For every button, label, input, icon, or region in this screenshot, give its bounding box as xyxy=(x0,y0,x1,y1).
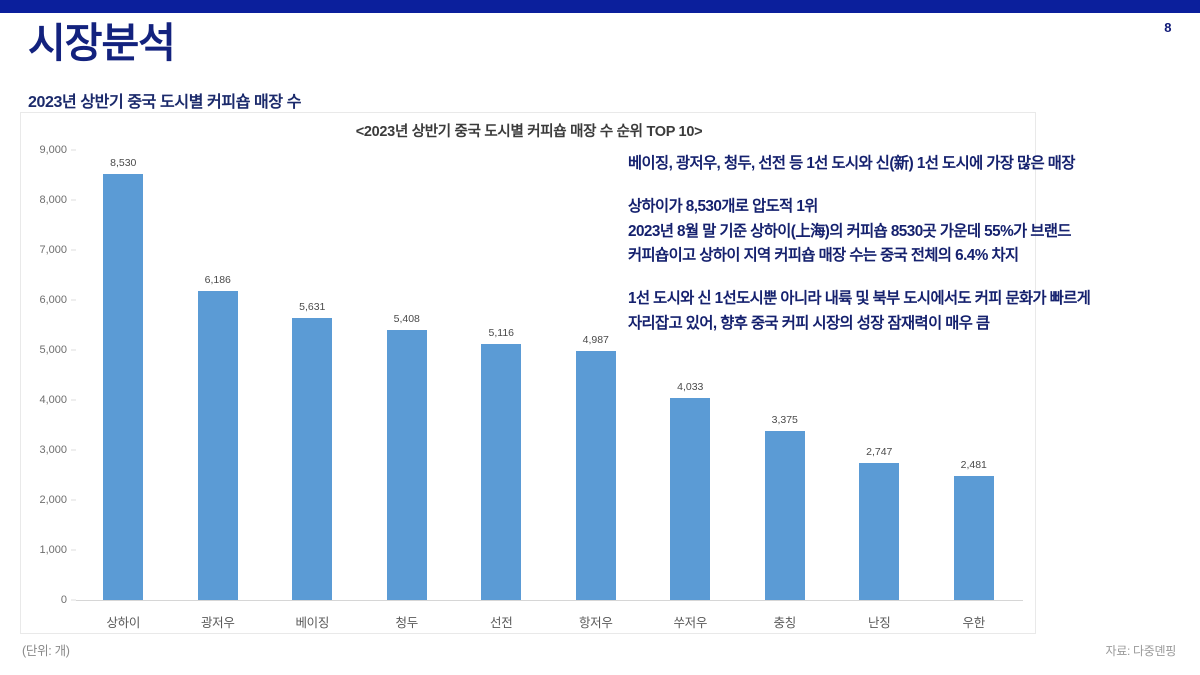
commentary-line: 1선 도시와 신 1선도시뿐 아니라 내륙 및 북부 도시에서도 커피 문화가 … xyxy=(628,290,1091,308)
chart-bar[interactable] xyxy=(481,344,522,600)
y-axis-tick-label: 8,000 xyxy=(39,194,67,206)
chart-bar-group[interactable]: 4,033 쑤저우 xyxy=(643,150,738,630)
y-axis-tick-mark xyxy=(71,249,76,251)
chart-bar-value-label: 6,186 xyxy=(204,273,231,286)
chart-bar-value-label: 5,116 xyxy=(488,327,515,340)
y-axis-tick-label: 3,000 xyxy=(39,444,67,456)
unit-note: (단위: 개) xyxy=(22,644,70,658)
chart-bar-value-label: 2,481 xyxy=(960,458,987,471)
y-axis-tick-label: 2,000 xyxy=(39,494,67,506)
chart-bar-value-label: 5,631 xyxy=(299,301,326,314)
page-subtitle: 2023년 상반기 중국 도시별 커피숍 매장 수 xyxy=(28,94,302,111)
commentary-block: 베이징, 광저우, 청두, 선전 등 1선 도시와 신(新) 1선 도시에 가장… xyxy=(628,152,1198,177)
chart-bar-group[interactable]: 6,186 광저우 xyxy=(171,150,266,630)
chart-bar-group[interactable]: 8,530 상하이 xyxy=(76,150,171,630)
chart-container: <2023년 상반기 중국 도시별 커피숍 매장 수 순위 TOP 10> 0 1… xyxy=(20,112,1036,634)
y-axis-tick-label: 0 xyxy=(60,594,67,606)
chart-bar[interactable] xyxy=(386,329,427,600)
chart-bar-group[interactable]: 3,375 충칭 xyxy=(738,150,833,630)
y-axis-tick-mark xyxy=(71,549,76,551)
chart-bar[interactable] xyxy=(197,290,238,600)
chart-title: <2023년 상반기 중국 도시별 커피숍 매장 수 순위 TOP 10> xyxy=(355,124,703,140)
chart-bar-group[interactable]: 5,631 베이징 xyxy=(265,150,360,630)
x-axis-category-label: 쑤저우 xyxy=(673,616,708,630)
chart-plot-area: 0 1,000 2,000 3,000 4,000 5,000 6,000 7,000 8,00… xyxy=(39,144,1022,630)
chart-bar[interactable] xyxy=(670,398,711,600)
y-axis-tick-mark xyxy=(71,449,76,451)
chart-bar-value-label: 8,530 xyxy=(110,156,137,169)
chart-bar-group[interactable]: 5,116 선전 xyxy=(454,150,549,630)
x-axis-category-label: 난징 xyxy=(868,616,891,630)
chart-bar-value-label: 3,375 xyxy=(771,414,798,427)
commentary-text: 베이징, 광저우, 청두, 선전 등 1선 도시와 신(新) 1선 도시에 가장… xyxy=(628,152,1198,337)
chart-bar[interactable] xyxy=(953,475,994,600)
commentary-block: 상하이가 8,530개로 압도적 1위 2023년 8월 말 기준 상하이(上海)… xyxy=(628,195,1198,269)
commentary-line: 2023년 8월 말 기준 상하이(上海)의 커피숍 8530곳 가운데 55%… xyxy=(628,222,1071,240)
chart-bar-group[interactable]: 2,481 우한 xyxy=(927,150,1022,630)
y-axis-tick-mark xyxy=(71,599,76,601)
chart-bar-group[interactable]: 2,747 난징 xyxy=(832,150,927,630)
source-note: 자료: 다중뎬핑 xyxy=(1105,644,1176,658)
chart-bar-value-label: 4,987 xyxy=(582,333,609,346)
x-axis-category-label: 베이징 xyxy=(295,616,330,630)
y-axis-tick-mark xyxy=(71,199,76,201)
top-accent-band xyxy=(0,0,1200,13)
y-axis-tick-label: 4,000 xyxy=(39,394,67,406)
chart-bar[interactable] xyxy=(575,350,616,600)
chart-bar[interactable] xyxy=(292,318,333,600)
page-number: 8 xyxy=(1164,20,1172,35)
commentary-block: 1선 도시와 신 1선도시뿐 아니라 내륙 및 북부 도시에서도 커피 문화가 … xyxy=(628,287,1198,337)
chart-bar-group[interactable]: 5,408 청두 xyxy=(360,150,455,630)
x-axis-category-label: 선전 xyxy=(490,616,513,630)
chart-bar[interactable] xyxy=(764,431,805,600)
y-axis-tick-label: 9,000 xyxy=(39,144,67,156)
x-axis-category-label: 항저우 xyxy=(578,616,613,630)
chart-bar-value-label: 4,033 xyxy=(677,381,704,394)
y-axis-tick-mark xyxy=(71,149,76,151)
y-axis-tick-mark xyxy=(71,499,76,501)
commentary-line: 베이징, 광저우, 청두, 선전 등 1선 도시와 신(新) 1선 도시에 가장… xyxy=(628,155,1075,172)
x-axis-category-label: 충칭 xyxy=(773,616,797,630)
commentary-line: 자리잡고 있어, 향후 중국 커피 시장의 성장 잠재력이 매우 큼 xyxy=(628,314,990,332)
chart-bar-group[interactable]: 4,987 항저우 xyxy=(549,150,644,630)
chart-x-axis-line xyxy=(76,600,1023,601)
y-axis-tick-label: 1,000 xyxy=(39,544,67,556)
chart-bar-value-label: 2,747 xyxy=(866,445,893,458)
x-axis-category-label: 우한 xyxy=(962,616,986,630)
y-axis-tick-mark xyxy=(71,349,76,351)
y-axis-tick-label: 5,000 xyxy=(39,344,67,356)
page-title: 시장분석 xyxy=(28,20,176,66)
commentary-line: 상하이가 8,530개로 압도적 1위 xyxy=(628,197,818,215)
chart-bar-value-label: 5,408 xyxy=(393,312,420,325)
y-axis-tick-mark xyxy=(71,399,76,401)
chart-bar[interactable] xyxy=(859,462,900,600)
x-axis-category-label: 청두 xyxy=(395,616,419,630)
y-axis-tick-label: 7,000 xyxy=(39,244,67,256)
chart-bar[interactable] xyxy=(103,173,144,600)
y-axis-tick-mark xyxy=(71,299,76,301)
y-axis-tick-label: 6,000 xyxy=(39,294,67,306)
x-axis-category-label: 광저우 xyxy=(200,616,235,630)
commentary-line: 커피숍이고 상하이 지역 커피숍 매장 수는 중국 전체의 6.4% 차지 xyxy=(628,247,1019,265)
x-axis-category-label: 상하이 xyxy=(106,616,141,630)
